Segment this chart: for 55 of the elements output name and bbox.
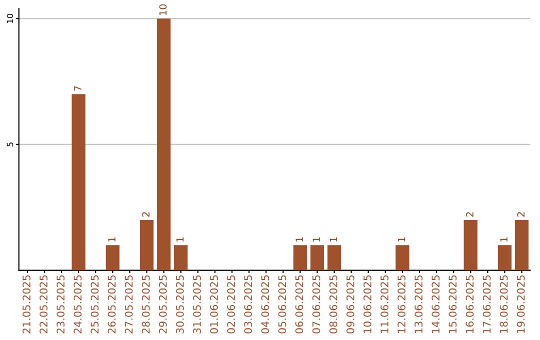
- bar: [464, 220, 478, 270]
- x-tick-label: 09.06.2025: [346, 275, 354, 334]
- data-label: 1: [176, 237, 184, 242]
- x-tick-label: 18.06.2025: [500, 275, 508, 333]
- bar: [310, 245, 324, 270]
- x-tick-label: 02.06.2025: [227, 275, 235, 334]
- x-tick-label: 30.05.2025: [176, 275, 184, 334]
- x-tick-label: 25.05.2025: [90, 275, 99, 334]
- x-tick-label: 01.06.2025: [210, 275, 218, 334]
- x-tick-label: 08.06.2025: [329, 275, 338, 334]
- data-label: 1: [330, 237, 337, 242]
- bar: [72, 94, 86, 270]
- x-tick-label: 06.06.2025: [295, 275, 304, 334]
- data-label: 1: [500, 237, 508, 242]
- bar: [156, 18, 171, 270]
- x-tick-label: 04.06.2025: [261, 275, 270, 334]
- x-tick-label: 11.06.2025: [380, 275, 388, 333]
- x-tick-label: 22.05.2025: [40, 275, 48, 334]
- data-label: 7: [74, 86, 82, 91]
- x-tick-label: 15.06.2025: [448, 275, 457, 333]
- x-tick-label: 27.05.2025: [124, 275, 133, 334]
- bar: [514, 220, 529, 270]
- bar: [140, 220, 154, 270]
- x-tick-label: 24.05.2025: [74, 275, 82, 334]
- data-label: 1: [108, 237, 116, 242]
- data-label: 1: [398, 237, 406, 242]
- bar: [293, 245, 307, 270]
- x-tick-label: 29.05.2025: [158, 275, 167, 334]
- y-tick-label: 5: [6, 142, 14, 146]
- x-tick-label: 07.06.2025: [312, 275, 320, 334]
- data-label: 10: [159, 4, 167, 15]
- x-tick-label: 26.05.2025: [108, 275, 116, 334]
- x-tick-label: 13.06.2025: [414, 275, 423, 333]
- data-label: 2: [517, 212, 524, 217]
- x-tick-label: 23.05.2025: [56, 275, 65, 334]
- x-tick-label: 05.06.2025: [278, 275, 286, 334]
- x-tick-label: 12.06.2025: [398, 275, 406, 333]
- x-tick-label: 17.06.2025: [482, 275, 491, 333]
- x-tick-label: 03.06.2025: [244, 275, 252, 334]
- bar: [106, 245, 120, 270]
- data-label: 2: [142, 212, 150, 217]
- x-tick-label: 19.06.2025: [516, 275, 525, 333]
- bar: [327, 245, 342, 270]
- bar: [174, 245, 188, 270]
- x-tick-label: 21.05.2025: [22, 275, 30, 334]
- bar: [498, 245, 512, 270]
- x-tick-label: 10.06.2025: [363, 275, 372, 333]
- x-tick-label: 28.05.2025: [142, 275, 150, 334]
- x-tick-label: 16.06.2025: [466, 275, 474, 333]
- x-tick-label: 31.05.2025: [193, 275, 201, 334]
- x-tick-label: 14.06.2025: [432, 275, 440, 333]
- bar: [396, 245, 410, 270]
- data-label: 2: [466, 212, 474, 217]
- data-label: 1: [296, 237, 303, 242]
- data-label: 1: [312, 237, 320, 242]
